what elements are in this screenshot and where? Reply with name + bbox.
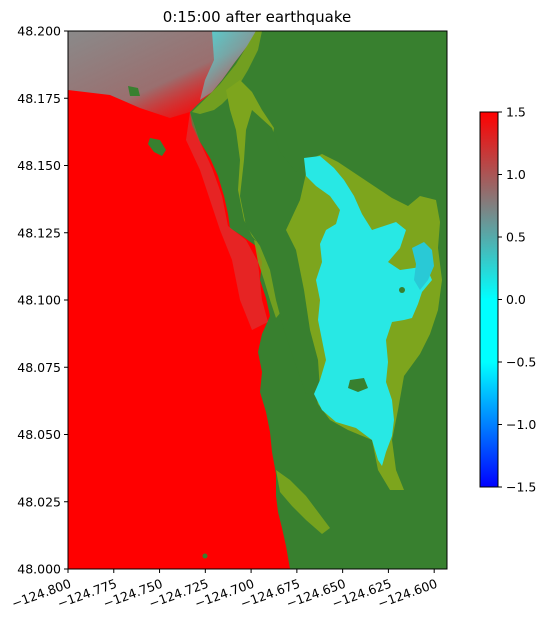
y-tick-label: 48.200	[17, 24, 61, 39]
inner-land	[240, 110, 320, 394]
lagoon-islet	[399, 287, 405, 293]
coastal-shelf	[192, 31, 262, 114]
offshore-island	[148, 138, 166, 156]
colorbar-tick-label: −1.0	[506, 417, 536, 432]
y-tick-label: 48.150	[17, 158, 61, 173]
colorbar: −1.5 −1.0 −0.5 0.0 0.5 1.0 1.5	[479, 105, 536, 495]
nearshore-shading	[186, 112, 268, 330]
y-tick-label: 48.075	[17, 360, 61, 375]
ocean-grey-shading	[68, 31, 256, 118]
chart-title: 0:15:00 after earthquake	[163, 8, 351, 26]
y-tick-label: 48.050	[17, 427, 61, 442]
y-tick-label: 48.175	[17, 91, 61, 106]
y-tick-label: 48.000	[17, 562, 61, 577]
lagoon-spit	[348, 378, 368, 392]
colorbar-tick-label: −0.5	[506, 355, 536, 370]
y-tick-label: 48.100	[17, 293, 61, 308]
y-axis: 48.000 48.025 48.050 48.075 48.100 48.125 48.1…	[17, 24, 68, 577]
plot-area	[68, 31, 447, 569]
y-tick-label: 48.125	[17, 225, 61, 240]
colorbar-tick-label: −1.5	[506, 480, 536, 495]
colorbar-tick-label: 0.0	[506, 292, 526, 307]
colorbar-scale	[479, 111, 499, 488]
cyan-plume	[200, 31, 256, 100]
colorbar-tick-label: 1.5	[506, 105, 526, 120]
headland-islet	[128, 86, 140, 96]
lagoon-east-channel	[412, 242, 434, 290]
ocean-region	[68, 31, 290, 569]
south-islet	[202, 553, 208, 559]
colorbar-tick-label: 0.5	[506, 230, 526, 245]
y-tick-label: 48.025	[17, 494, 61, 509]
x-axis: −124.800−124.775−124.750−124.725−124.700…	[9, 569, 439, 611]
colorbar-tick-label: 1.0	[506, 167, 526, 182]
south-channel	[276, 470, 330, 534]
colorbar-ticks: −1.5 −1.0 −0.5 0.0 0.5 1.0 1.5	[498, 105, 536, 495]
lagoon	[304, 156, 432, 466]
